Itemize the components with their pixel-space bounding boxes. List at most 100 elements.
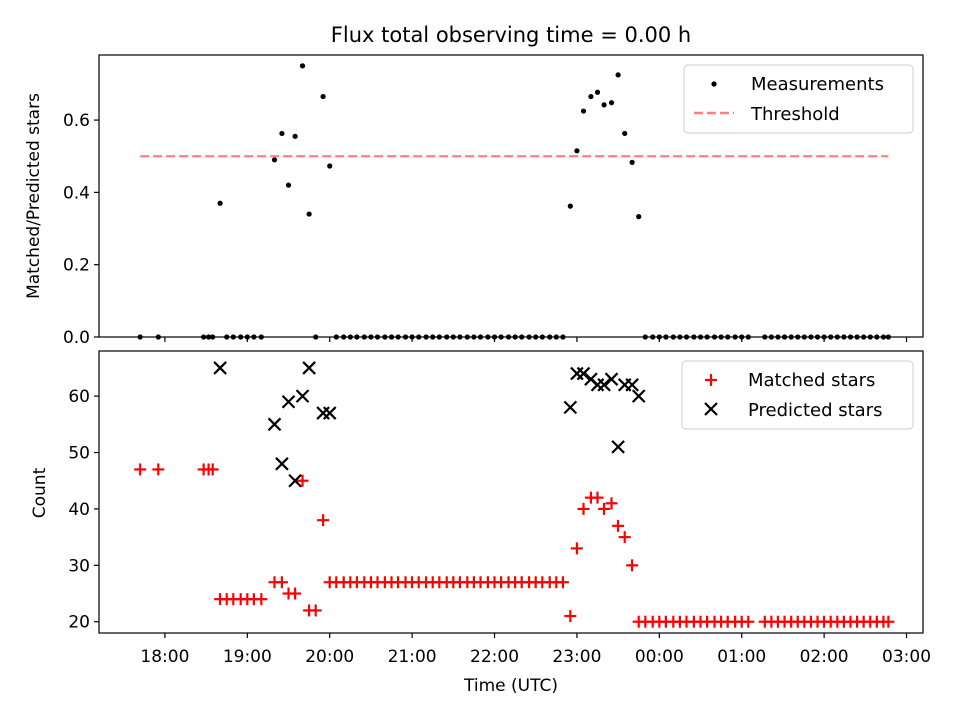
predicted-point: [631, 389, 646, 403]
matched-point: [556, 576, 569, 589]
x-tick-label: 01:00: [717, 647, 766, 667]
measurement-point: [292, 133, 298, 139]
measurement-point: [629, 159, 635, 165]
measurement-point: [580, 108, 587, 114]
measurement-point: [271, 157, 278, 163]
top-panel: 0.0 0.2 0.4 0.6 Matched/Predicted stars Mea…: [24, 54, 924, 348]
bottom-plot-area: [134, 361, 895, 628]
bottom-y-ticks: 20 30 40 50 60: [68, 387, 99, 633]
x-axis-label: Time (UTC): [463, 676, 558, 696]
measurement-point: [217, 200, 223, 206]
measurement-point: [327, 163, 333, 169]
matched-point: [570, 542, 583, 555]
legend-measurements-marker: [711, 81, 717, 87]
top-y-ticks: 0.0 0.2 0.4 0.6: [63, 111, 99, 348]
matched-point: [882, 615, 895, 628]
predicted-point: [604, 372, 619, 386]
chart-title: Flux total observing time = 0.00 h: [331, 23, 691, 47]
measurement-point: [574, 148, 580, 154]
top-legend: Measurements Threshold: [683, 64, 914, 134]
matched-point: [577, 502, 590, 515]
bottom-panel: 20 30 40 50 60 18:00 19:00 20:00 21:00 22:00 23:0…: [30, 350, 931, 696]
y-tick-label: 20: [68, 613, 90, 633]
predicted-point: [322, 406, 337, 420]
predicted-point: [563, 400, 578, 415]
bottom-y-axis-label: Count: [30, 467, 50, 518]
top-axes-frame: [98, 54, 924, 338]
matched-point: [206, 463, 219, 476]
predicted-point: [281, 394, 296, 409]
y-tick-label: 40: [68, 500, 90, 520]
matched-point: [591, 491, 604, 504]
measurement-point: [588, 93, 594, 100]
legend-predicted-marker: [704, 402, 718, 416]
predicted-point: [316, 406, 330, 420]
matched-point: [564, 610, 577, 623]
predicted-point: [576, 366, 591, 381]
matched-point: [309, 604, 322, 617]
matched-point: [605, 497, 618, 510]
matched-point: [296, 474, 309, 487]
y-tick-label: 0.4: [63, 183, 90, 203]
matched-point: [134, 463, 147, 476]
bottom-x-ticks: 18:00 19:00 20:00 21:00 22:00 23:00 00:00 01:00…: [140, 633, 931, 667]
measurement-point: [615, 72, 621, 78]
measurement-point: [320, 93, 326, 100]
x-tick-label: 20:00: [305, 647, 354, 667]
y-tick-label: 60: [68, 387, 90, 407]
x-tick-label: 23:00: [552, 647, 601, 667]
measurement-point: [622, 130, 628, 137]
predicted-point: [288, 473, 302, 488]
y-tick-label: 0.0: [63, 328, 90, 348]
predicted-point: [302, 361, 316, 375]
predicted-point: [213, 361, 227, 375]
predicted-point: [597, 378, 611, 392]
measurement-point: [306, 211, 312, 217]
legend-measurements-label: Measurements: [751, 74, 884, 95]
top-x-ticks: [164, 337, 908, 342]
predicted-point: [267, 417, 282, 432]
matched-point: [612, 519, 625, 532]
matched-point: [152, 463, 165, 476]
series-matched-stars: [134, 463, 895, 628]
matched-point: [618, 531, 631, 544]
legend-threshold-label: Threshold: [750, 104, 840, 125]
top-y-axis-label: Matched/Predicted stars: [24, 93, 44, 299]
matched-point: [317, 514, 330, 527]
measurement-point: [636, 214, 642, 220]
x-tick-label: 21:00: [388, 647, 437, 667]
predicted-point: [295, 389, 310, 403]
measurement-point: [299, 63, 306, 69]
matched-point: [742, 615, 755, 628]
matched-point: [289, 587, 302, 600]
matched-point: [598, 502, 611, 515]
measurement-point: [279, 130, 285, 137]
predicted-point: [611, 440, 625, 454]
measurement-point: [608, 100, 615, 106]
measurement-point: [601, 102, 607, 108]
series-predicted-stars: [213, 361, 646, 488]
top-legend-box: [683, 64, 914, 134]
legend-matched-marker: [705, 374, 717, 386]
y-tick-label: 50: [68, 444, 90, 464]
measurement-point: [567, 203, 573, 209]
matched-point: [255, 593, 268, 606]
x-tick-label: 19:00: [223, 647, 272, 667]
y-tick-label: 30: [68, 556, 90, 576]
y-tick-label: 0.2: [63, 256, 90, 276]
y-tick-label: 0.6: [63, 111, 90, 131]
x-tick-label: 02:00: [800, 647, 849, 667]
bottom-legend: Matched stars Predicted stars: [681, 360, 914, 430]
predicted-point: [275, 457, 289, 471]
x-tick-label: 18:00: [140, 647, 189, 667]
matched-point: [275, 576, 288, 589]
matched-point: [626, 559, 639, 572]
predicted-point: [590, 378, 605, 392]
measurement-point: [594, 89, 601, 95]
predicted-point: [570, 366, 584, 381]
bottom-legend-box: [681, 360, 914, 430]
predicted-point: [625, 378, 639, 392]
x-tick-label: 00:00: [635, 647, 684, 667]
x-tick-label: 03:00: [882, 647, 931, 667]
